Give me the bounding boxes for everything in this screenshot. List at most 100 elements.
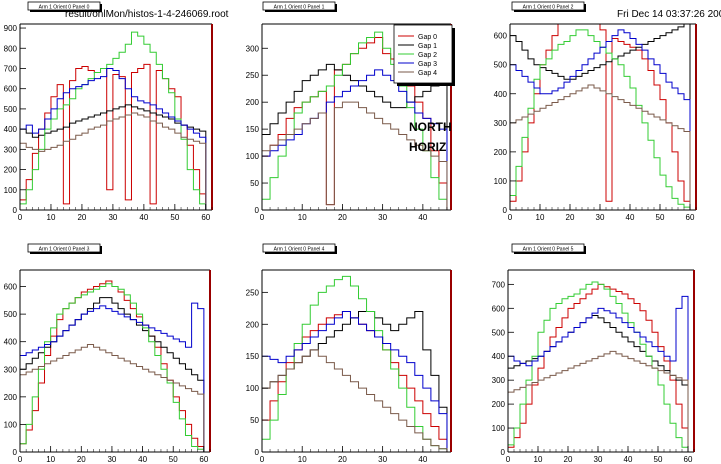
y-tick-label: 250 bbox=[246, 288, 260, 297]
series-line-gap-4 bbox=[20, 343, 210, 452]
panel-title-box bbox=[511, 243, 585, 253]
y-tick-label: 400 bbox=[4, 338, 18, 347]
y-tick-label: 100 bbox=[246, 384, 260, 393]
y-tick-label: 200 bbox=[246, 320, 260, 329]
x-tick-label: 40 bbox=[418, 213, 427, 222]
y-tick-label: 200 bbox=[494, 148, 508, 157]
y-tick-label: 200 bbox=[4, 166, 18, 175]
y-tick-label: 400 bbox=[494, 90, 508, 99]
series-line-gap-3 bbox=[20, 67, 212, 210]
y-tick-label: 150 bbox=[246, 352, 260, 361]
x-tick-label: 30 bbox=[107, 455, 116, 464]
x-tick-label: 0 bbox=[260, 213, 265, 222]
panel-title-box bbox=[262, 243, 336, 253]
x-tick-label: 60 bbox=[684, 455, 693, 464]
y-tick-label: 100 bbox=[4, 186, 18, 195]
series-line-gap-0 bbox=[510, 24, 696, 210]
series-line-gap-3 bbox=[510, 29, 696, 210]
y-tick-label: 300 bbox=[4, 365, 18, 374]
series-line-gap-1 bbox=[510, 24, 696, 210]
y-tick-label: 400 bbox=[492, 352, 506, 361]
series-line-gap-3 bbox=[262, 69, 451, 210]
x-tick-label: 0 bbox=[18, 455, 23, 464]
x-tick-label: 40 bbox=[418, 455, 427, 464]
x-tick-label: 30 bbox=[378, 455, 387, 464]
x-tick-label: 20 bbox=[77, 213, 86, 222]
x-tick-label: 50 bbox=[169, 455, 178, 464]
y-tick-label: 50 bbox=[250, 179, 259, 188]
y-tick-label: 0 bbox=[255, 206, 260, 215]
panel-title: Arm 1 Orient 0 Panel 2 bbox=[523, 5, 574, 11]
x-tick-label: 20 bbox=[77, 455, 86, 464]
series-line-gap-2 bbox=[510, 29, 696, 210]
x-tick-label: 10 bbox=[298, 455, 307, 464]
panel-title-box bbox=[27, 1, 101, 11]
y-tick-label: 0 bbox=[503, 206, 508, 215]
series-line-gap-2 bbox=[20, 31, 212, 210]
y-tick-label: 400 bbox=[4, 125, 18, 134]
x-tick-label: 10 bbox=[536, 213, 545, 222]
histogram-panel-0: Arm 1 Orient 0 Panel 00 10 20 30 40 50 6001002… bbox=[4, 1, 213, 222]
x-tick-label: 60 bbox=[199, 455, 208, 464]
x-tick-label: 10 bbox=[47, 213, 56, 222]
panel-title: Arm 1 Orient 0 Panel 4 bbox=[274, 247, 325, 253]
legend: Gap 0 Gap 1 Gap 2 Gap 3 Gap 4 bbox=[393, 24, 455, 86]
x-tick-label: 50 bbox=[170, 213, 179, 222]
series-line-gap-1 bbox=[262, 63, 451, 210]
series-line-gap-1 bbox=[20, 297, 210, 452]
y-tick-label: 150 bbox=[246, 125, 260, 134]
y-tick-label: 0 bbox=[13, 448, 18, 457]
annotation-north: NORTH bbox=[409, 120, 452, 134]
y-tick-label: 600 bbox=[4, 85, 18, 94]
x-tick-label: 0 bbox=[508, 213, 513, 222]
y-tick-label: 250 bbox=[246, 71, 260, 80]
series-line-gap-3 bbox=[508, 295, 694, 452]
x-tick-label: 30 bbox=[378, 213, 387, 222]
x-tick-label: 60 bbox=[201, 213, 210, 222]
legend-entry: Gap 3 bbox=[418, 61, 437, 68]
y-tick-label: 100 bbox=[492, 424, 506, 433]
x-tick-label: 20 bbox=[566, 213, 575, 222]
panel-title: Arm 1 Orient 0 Panel 3 bbox=[39, 247, 90, 253]
histogram-panel-5: Arm 1 Orient 0 Panel 50 10 20 30 40 50 6001002… bbox=[492, 243, 695, 464]
x-tick-label: 10 bbox=[534, 455, 543, 464]
x-tick-label: 20 bbox=[564, 455, 573, 464]
panel-title-box bbox=[27, 243, 101, 253]
y-tick-label: 100 bbox=[4, 420, 18, 429]
y-tick-label: 300 bbox=[4, 145, 18, 154]
y-tick-label: 200 bbox=[492, 400, 506, 409]
series-line-gap-2 bbox=[20, 283, 210, 452]
panel-title-box bbox=[262, 1, 336, 11]
y-tick-label: 500 bbox=[494, 61, 508, 70]
x-tick-label: 50 bbox=[656, 213, 665, 222]
series-line-gap-1 bbox=[20, 104, 212, 210]
series-line-gap-0 bbox=[20, 280, 210, 452]
y-tick-label: 200 bbox=[246, 98, 260, 107]
x-tick-label: 0 bbox=[18, 213, 23, 222]
x-tick-label: 40 bbox=[139, 213, 148, 222]
series-line-gap-0 bbox=[508, 283, 694, 452]
y-tick-label: 900 bbox=[4, 24, 18, 33]
series-line-gap-0 bbox=[20, 63, 212, 210]
x-tick-label: 40 bbox=[626, 213, 635, 222]
legend-entry: Gap 4 bbox=[418, 70, 437, 77]
series-line-gap-4 bbox=[508, 350, 694, 452]
y-tick-label: 50 bbox=[250, 416, 259, 425]
series-line-gap-3 bbox=[20, 302, 210, 452]
y-tick-label: 100 bbox=[494, 177, 508, 186]
y-tick-label: 100 bbox=[246, 152, 260, 161]
y-tick-label: 600 bbox=[492, 304, 506, 313]
series-line-gap-4 bbox=[20, 112, 212, 210]
histogram-panel-1: Arm 1 Orient 0 Panel 1 0 10 20 30 40 0 50 100 150… bbox=[246, 1, 452, 222]
series-line-gap-4 bbox=[510, 84, 696, 210]
y-tick-label: 300 bbox=[492, 376, 506, 385]
x-tick-label: 50 bbox=[654, 455, 663, 464]
y-tick-label: 0 bbox=[255, 448, 260, 457]
series-line-gap-4 bbox=[262, 101, 451, 210]
x-tick-label: 20 bbox=[338, 213, 347, 222]
x-tick-label: 30 bbox=[594, 455, 603, 464]
histogram-panel-4: Arm 1 Orient 0 Panel 4 0 10 20 30 40 0 50 100 150… bbox=[246, 243, 452, 464]
y-tick-label: 500 bbox=[492, 328, 506, 337]
histogram-panel-3: Arm 1 Orient 0 Panel 30 10 20 30 40 50 6001002… bbox=[4, 243, 211, 464]
y-tick-label: 800 bbox=[4, 44, 18, 53]
